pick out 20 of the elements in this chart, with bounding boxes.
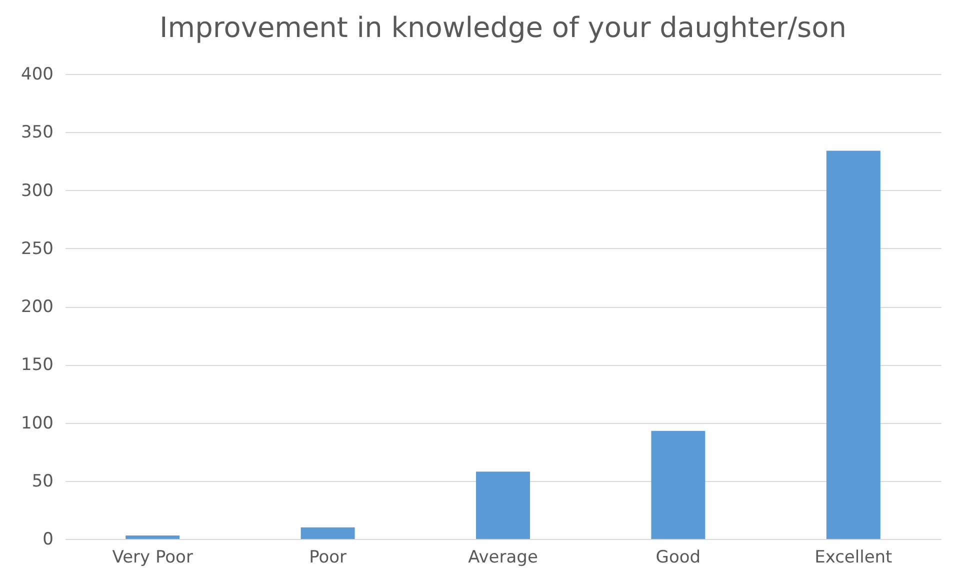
x-tick-label: Average: [468, 548, 538, 568]
y-tick-label: 250: [21, 238, 54, 259]
x-tick-label: Good: [656, 548, 701, 568]
y-tick-label: 400: [21, 64, 54, 84]
bar: [651, 430, 706, 539]
bar: [300, 527, 355, 539]
y-tick-label: 50: [32, 471, 54, 492]
x-tick-label: Excellent: [814, 548, 893, 568]
x-tick-label: Very Poor: [112, 548, 193, 568]
y-tick-label: 100: [21, 413, 54, 434]
y-tick-label: 350: [21, 122, 54, 143]
y-tick-label: 200: [21, 297, 54, 317]
bar: [126, 536, 180, 539]
y-tick-label: 300: [21, 180, 54, 201]
y-tick-label: 0: [42, 530, 54, 550]
bar: [476, 472, 530, 539]
x-tick-label: Poor: [309, 548, 347, 568]
chart-title: Improvement in knowledge of your daughter/son: [160, 11, 846, 44]
y-tick-label: 150: [21, 355, 54, 376]
bar: [826, 150, 880, 539]
